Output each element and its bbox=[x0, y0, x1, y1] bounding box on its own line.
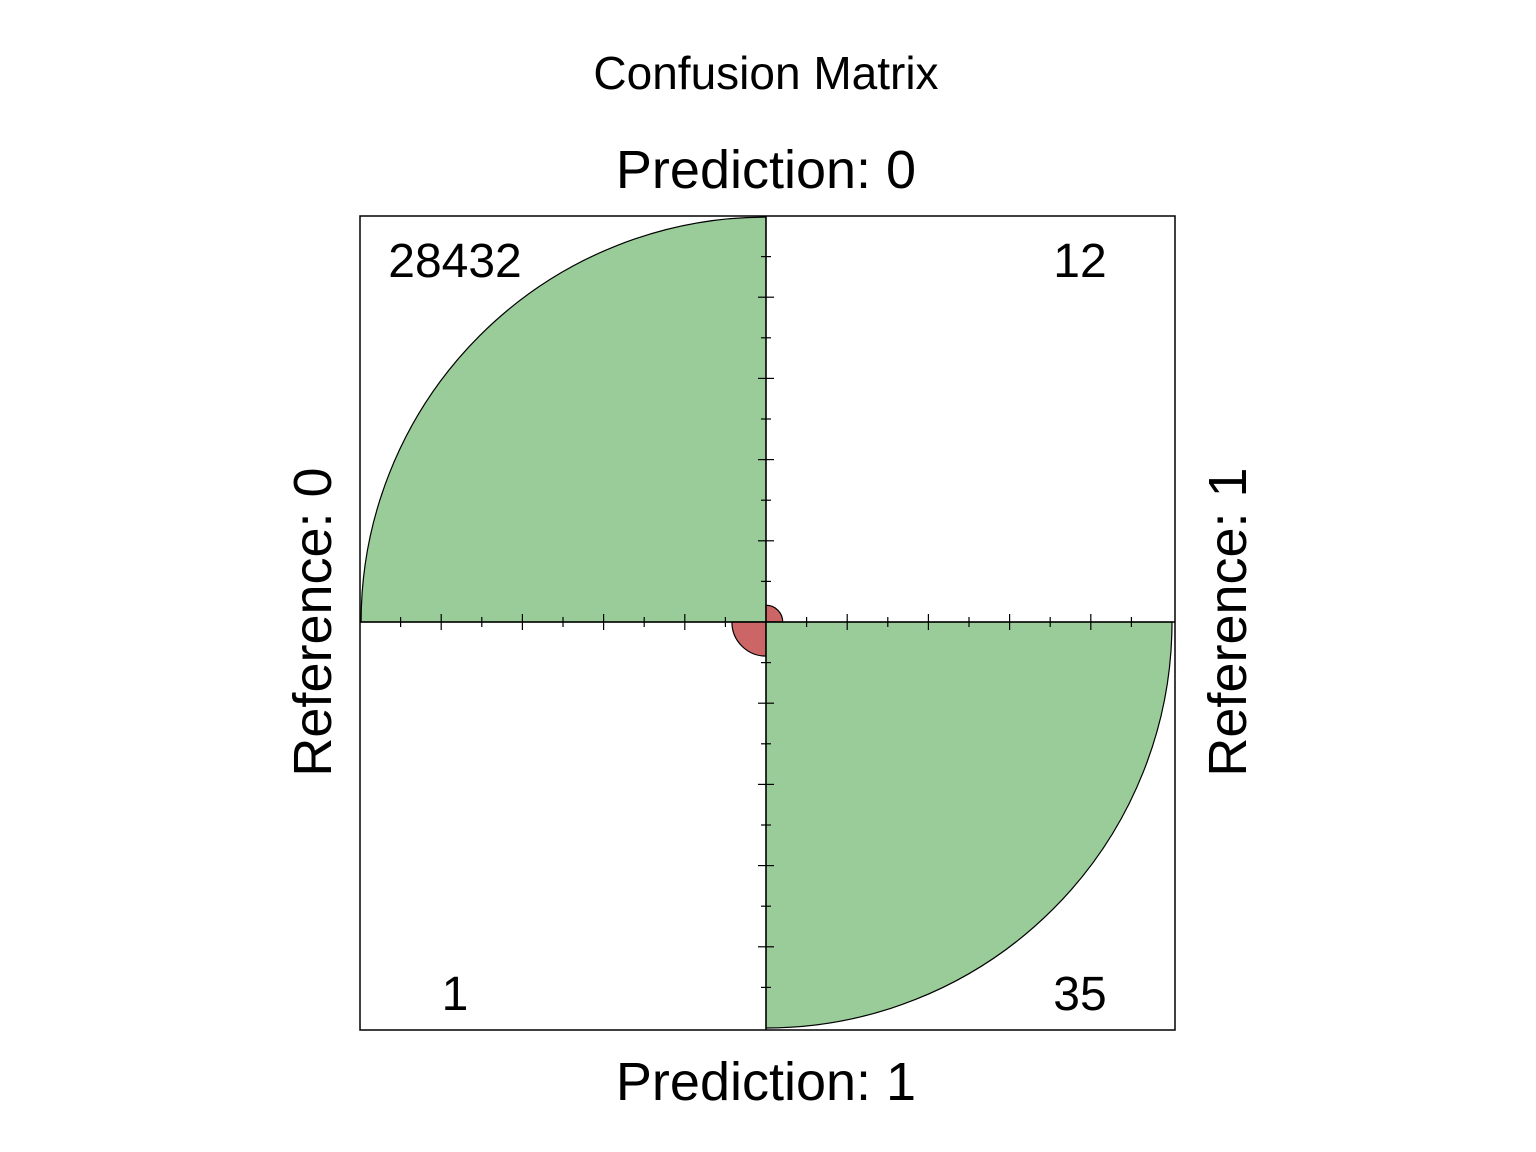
chart-title: Confusion Matrix bbox=[593, 47, 938, 99]
sector-bottom-right bbox=[765, 621, 1173, 1029]
sector-top-left bbox=[360, 216, 767, 623]
cell-count-top-left: 28432 bbox=[388, 235, 521, 288]
sector-top-right bbox=[765, 604, 784, 623]
tick-marks bbox=[400, 256, 1133, 989]
right-label: Reference: 1 bbox=[1198, 467, 1258, 776]
cell-count-top-right: 12 bbox=[1053, 235, 1106, 288]
cell-count-bottom-right: 35 bbox=[1053, 968, 1106, 1021]
sectors-layer bbox=[360, 216, 1173, 1029]
sector-bottom-left bbox=[731, 621, 767, 657]
left-label: Reference: 0 bbox=[283, 467, 343, 776]
plot-frame bbox=[359, 215, 1176, 1031]
cell-count-bottom-left: 1 bbox=[442, 968, 469, 1021]
top-label: Prediction: 0 bbox=[616, 140, 916, 200]
bottom-label: Prediction: 1 bbox=[616, 1052, 916, 1112]
